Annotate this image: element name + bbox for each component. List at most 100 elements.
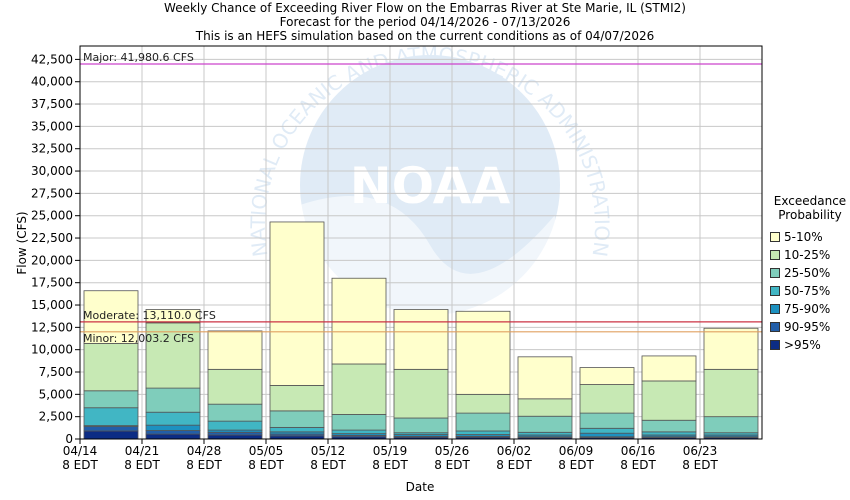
x-tick-time: 8 EDT	[434, 458, 470, 472]
y-tick-label: 27,500	[31, 186, 73, 200]
x-tick-date: 05/05	[249, 444, 284, 458]
bar-segment-25-50pct	[579, 412, 635, 429]
plot-border	[79, 45, 763, 440]
x-axis-label: Date	[405, 480, 435, 494]
legend-swatch	[770, 232, 780, 242]
bar-segment-50-75pct	[83, 407, 139, 427]
legend-swatch	[770, 268, 780, 278]
x-tick-time: 8 EDT	[248, 458, 284, 472]
bar-segment-5-10pct	[517, 356, 573, 400]
bar-segment-10-25pct	[455, 393, 511, 414]
legend: Exceedance Probability 5-10% 10-25% 25-50%…	[770, 194, 850, 354]
bar-segment-50-75pct	[145, 411, 201, 426]
bar-segment-5-10pct	[269, 221, 325, 386]
bar-segment-25-50pct	[331, 414, 387, 431]
x-tick-time: 8 EDT	[496, 458, 532, 472]
bar-segment-25-50pct	[83, 390, 139, 409]
bar-segment-5-10pct	[641, 355, 697, 382]
chart-title: Weekly Chance of Exceeding River Flow on…	[164, 1, 686, 15]
bar-segment-10-25pct	[517, 398, 573, 417]
bar-segment-90-95pct	[207, 431, 263, 436]
y-tick-label: 37,500	[31, 97, 73, 111]
bar-segment-5-10pct	[207, 330, 263, 370]
noaa-logo-text: NOAA	[350, 157, 511, 215]
bar-segment-5-10pct	[83, 290, 139, 344]
legend-item: 50-75%	[770, 282, 850, 300]
bar-segment-75-90pct	[579, 432, 635, 438]
x-tick-time: 8 EDT	[124, 458, 160, 472]
legend-label: 10-25%	[784, 248, 831, 262]
bar-segment-gt95pct	[145, 433, 201, 440]
legend-label: 75-90%	[784, 302, 831, 316]
threshold-label: Major: 41,980.6 CFS	[83, 51, 194, 64]
legend-swatch	[770, 286, 780, 296]
legend-label: 5-10%	[784, 230, 823, 244]
bar-segment-25-50pct	[145, 387, 201, 413]
bar-segment-50-75pct	[455, 430, 511, 435]
legend-item: 90-95%	[770, 318, 850, 336]
legend-items: 5-10% 10-25% 25-50% 50-75% 75-90% 90-95% >95%	[770, 228, 850, 354]
x-tick-time: 8 EDT	[620, 458, 656, 472]
bar-segment-10-25pct	[331, 363, 387, 415]
legend-item: 75-90%	[770, 300, 850, 318]
y-tick-label: 25,000	[31, 209, 73, 223]
x-tick-date: 06/16	[621, 444, 656, 458]
bar-segment-10-25pct	[145, 322, 201, 389]
x-tick-date: 05/12	[311, 444, 346, 458]
legend-item: 10-25%	[770, 246, 850, 264]
x-tick-date: 06/09	[559, 444, 594, 458]
bar-segment-10-25pct	[393, 368, 449, 419]
bar-segment-50-75pct	[207, 420, 263, 431]
bar-segment-50-75pct	[269, 426, 325, 433]
chart-subtitle-simulation: This is an HEFS simulation based on the …	[195, 29, 655, 43]
bar-segment-5-10pct	[393, 309, 449, 370]
bar-segment-5-10pct	[331, 277, 387, 365]
noaa-logo-circle	[300, 55, 560, 315]
x-tick-time: 8 EDT	[310, 458, 346, 472]
y-tick-label: 32,500	[31, 142, 73, 156]
legend-swatch	[770, 304, 780, 314]
y-tick-label: 42,500	[31, 52, 73, 66]
y-tick-label: 40,000	[31, 75, 73, 89]
y-tick-label: 22,500	[31, 231, 73, 245]
y-tick-label: 10,000	[31, 343, 73, 357]
x-tick-date: 04/14	[63, 444, 98, 458]
legend-label: 25-50%	[784, 266, 831, 280]
y-tick-label: 0	[65, 432, 73, 446]
y-tick-label: 35,000	[31, 119, 73, 133]
bar-segment-25-50pct	[207, 403, 263, 422]
bar-segment-25-50pct	[269, 410, 325, 428]
bar-segment-25-50pct	[455, 412, 511, 432]
x-tick-time: 8 EDT	[372, 458, 408, 472]
bar-segment-50-75pct	[641, 431, 697, 436]
y-tick-label: 30,000	[31, 164, 73, 178]
bar-segment-10-25pct	[207, 368, 263, 405]
chart-subtitle-period: Forecast for the period 04/14/2026 - 07/…	[279, 15, 571, 29]
legend-item: 25-50%	[770, 264, 850, 282]
legend-label: >95%	[784, 338, 821, 352]
x-tick-date: 05/19	[373, 444, 408, 458]
legend-label: 50-75%	[784, 284, 831, 298]
y-tick-label: 2,500	[39, 410, 73, 424]
legend-title-line2: Probability	[778, 208, 842, 222]
legend-swatch	[770, 340, 780, 350]
x-tick-date: 04/28	[187, 444, 222, 458]
x-tick-time: 8 EDT	[558, 458, 594, 472]
bar-segment-5-10pct	[703, 327, 759, 370]
threshold-label: Minor: 12,003.2 CFS	[83, 332, 194, 345]
bar-segment-90-95pct	[83, 426, 139, 432]
y-tick-label: 12,500	[31, 320, 73, 334]
bar-segment-10-25pct	[579, 384, 635, 414]
bar-segment-25-50pct	[703, 416, 759, 434]
y-tick-label: 20,000	[31, 253, 73, 267]
legend-swatch	[770, 322, 780, 332]
bar-segment-25-50pct	[393, 417, 449, 434]
bar-segment-gt95pct	[207, 434, 263, 440]
legend-title-line1: Exceedance	[773, 194, 847, 208]
bar-segment-10-25pct	[269, 385, 325, 412]
x-tick-date: 04/21	[125, 444, 160, 458]
legend-label: 90-95%	[784, 320, 831, 334]
bar-segment-25-50pct	[641, 419, 697, 433]
x-tick-date: 06/02	[497, 444, 532, 458]
